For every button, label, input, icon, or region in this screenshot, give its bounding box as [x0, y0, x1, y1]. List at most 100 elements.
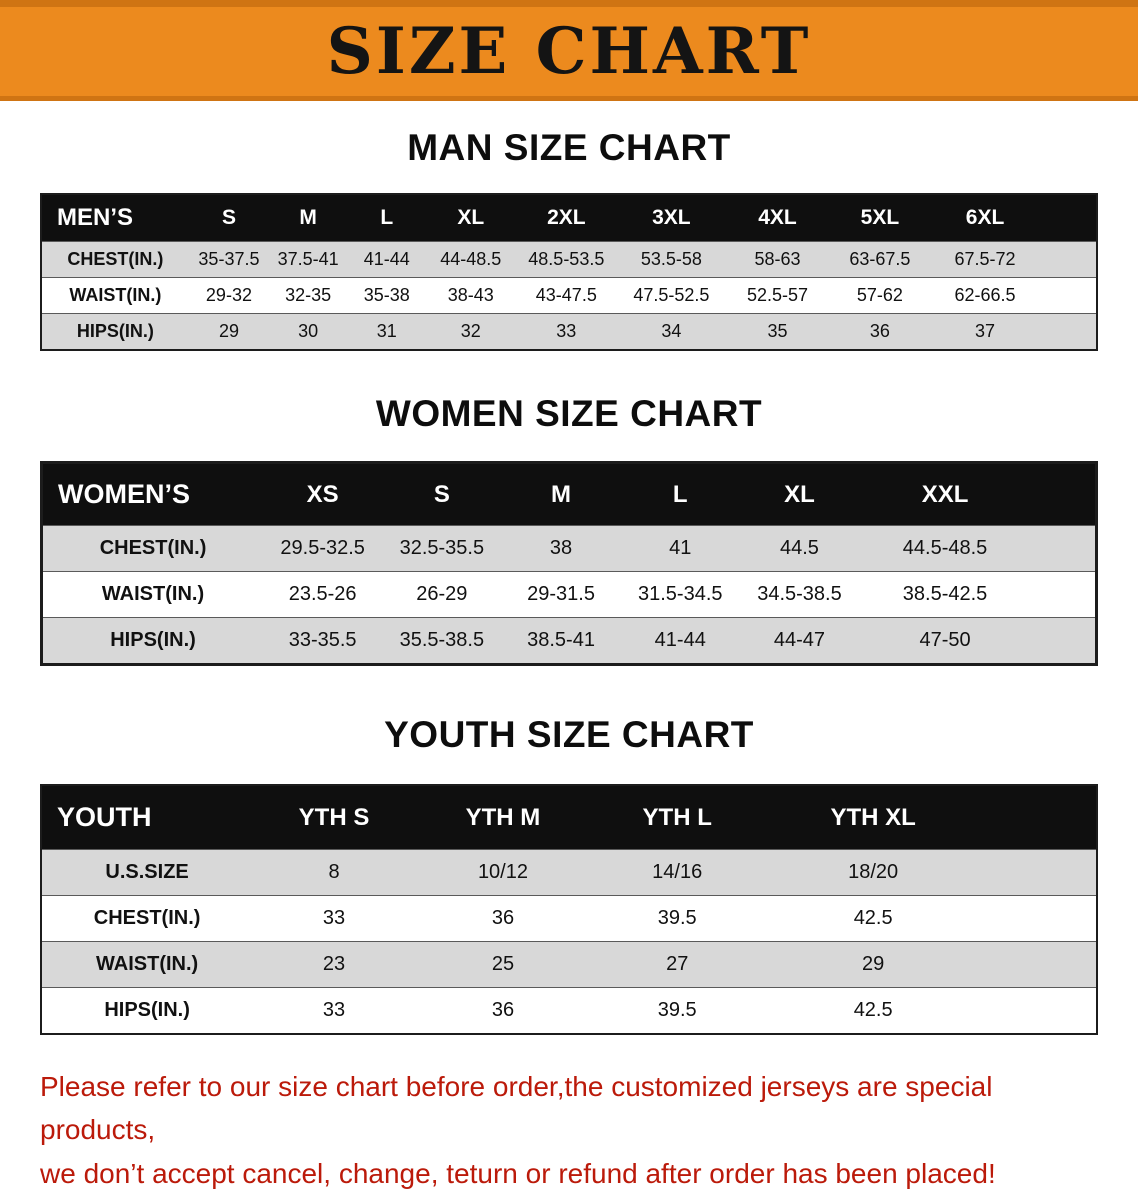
- size-value: 23.5-26: [288, 583, 357, 605]
- size-value: 44.5-48.5: [902, 537, 988, 559]
- column-header: YTH S: [252, 785, 416, 850]
- column-header: YTH L: [590, 785, 765, 850]
- column-header: L: [347, 194, 427, 242]
- size-value: 32-35: [285, 285, 332, 305]
- table-row: U.S.SIZE 8 10/12 14/16 18/20: [41, 849, 1097, 896]
- header-row: MEN’S S M L XL 2XL 3XL 4XL 5XL 6XL: [41, 194, 1097, 242]
- size-value: 36: [491, 907, 515, 929]
- table-row: CHEST(IN.) 35-37.5 37.5-41 41-44 44-48.5 48.5…: [41, 241, 1097, 278]
- header-row: WOMEN’S XS S M L XL XXL: [41, 462, 1097, 526]
- size-value: 8: [328, 861, 340, 883]
- row-label: WAIST(IN.): [69, 285, 162, 305]
- size-value: 33: [322, 907, 346, 929]
- column-header: L: [620, 462, 740, 526]
- row-label: WAIST(IN.): [101, 583, 205, 605]
- size-value: 36: [491, 999, 515, 1021]
- size-value: 37: [975, 321, 996, 341]
- column-header: XXL: [859, 462, 1097, 526]
- size-value: 44.5: [779, 537, 819, 559]
- size-value: 41: [669, 537, 692, 559]
- row-label: WAIST(IN.): [95, 953, 199, 975]
- size-value: 47.5-52.5: [633, 285, 710, 305]
- size-value: 31: [376, 321, 397, 341]
- table-row: WAIST(IN.) 23.5-26 26-29 29-31.5 31.5-34.5 34…: [41, 571, 1097, 618]
- size-value: 48.5-53.5: [528, 249, 605, 269]
- size-value: 63-67.5: [849, 249, 911, 269]
- row-label: U.S.SIZE: [105, 861, 189, 883]
- size-value: 39.5: [657, 999, 697, 1021]
- disclaimer-line-1: Please refer to our size chart before or…: [40, 1071, 993, 1146]
- column-header: XL: [426, 194, 516, 242]
- size-value: 32: [460, 321, 481, 341]
- women-section: WOMEN SIZE CHART WOMEN’S XS S M L XL XXL CHEST(I…: [40, 393, 1098, 666]
- women-heading: WOMEN SIZE CHART: [375, 393, 763, 434]
- column-header: YTH M: [415, 785, 591, 850]
- size-value: 38: [549, 537, 573, 559]
- column-header: 2XL: [515, 194, 618, 242]
- size-value: 44-47: [773, 629, 826, 651]
- size-value: 38.5-41: [527, 629, 595, 651]
- size-value: 53.5-58: [640, 249, 702, 269]
- size-value: 38.5-42.5: [902, 583, 988, 605]
- size-chart-banner: SIZE CHART: [0, 0, 1138, 101]
- table-row: HIPS(IN.) 33 36 39.5 42.5: [41, 987, 1097, 1034]
- size-value: 39.5: [657, 907, 697, 929]
- size-value: 30: [298, 321, 319, 341]
- size-value: 18/20: [848, 861, 899, 883]
- size-value: 37.5-41: [277, 249, 339, 269]
- table-row: CHEST(IN.) 29.5-32.5 32.5-35.5 38 41 44.5 44.5…: [41, 525, 1097, 572]
- size-value: 41-44: [363, 249, 410, 269]
- size-value: 27: [666, 953, 689, 975]
- column-header: S: [382, 462, 502, 526]
- youth-section: YOUTH SIZE CHART YOUTH YTH S YTH M YTH L YTH …: [40, 714, 1098, 1035]
- size-value: 31.5-34.5: [638, 583, 723, 605]
- column-header: 4XL: [725, 194, 830, 242]
- size-value: 47-50: [919, 629, 971, 651]
- size-value: 26-29: [416, 583, 468, 605]
- size-value: 62-66.5: [954, 285, 1016, 305]
- row-label: HIPS(IN.): [104, 999, 190, 1021]
- size-value: 29: [862, 953, 885, 975]
- size-value: 35-37.5: [198, 249, 260, 269]
- row-label: HIPS(IN.): [76, 321, 154, 341]
- size-value: 52.5-57: [746, 285, 809, 305]
- size-value: 57-62: [856, 285, 903, 305]
- table-row: CHEST(IN.) 33 36 39.5 42.5: [41, 895, 1097, 942]
- size-value: 58-63: [754, 249, 801, 269]
- men-section: MAN SIZE CHART MEN’S S M L XL 2XL 3XL 4XL 5XL 6XL C…: [40, 127, 1098, 351]
- size-value: 44-48.5: [440, 249, 502, 269]
- column-header: S: [188, 194, 270, 242]
- table-row: HIPS(IN.) 29 30 31 32 33 34 35 36 37: [41, 313, 1097, 350]
- size-value: 43-47.5: [535, 285, 597, 305]
- column-header: M: [269, 194, 348, 242]
- size-value: 14/16: [652, 861, 703, 883]
- men-table: MEN’S S M L XL 2XL 3XL 4XL 5XL 6XL CHEST(IN.) 35-37…: [40, 193, 1098, 351]
- table-row: WAIST(IN.) 23 25 27 29: [41, 941, 1097, 988]
- size-value: 42.5: [853, 907, 893, 929]
- size-value: 32.5-35.5: [399, 537, 485, 559]
- size-value: 38-43: [447, 285, 494, 305]
- table-row: HIPS(IN.) 33-35.5 35.5-38.5 38.5-41 41-44 44-…: [41, 617, 1097, 665]
- column-header: XL: [739, 462, 860, 526]
- size-value: 29-31.5: [527, 583, 595, 605]
- men-heading: MAN SIZE CHART: [407, 127, 731, 168]
- size-value: 34.5-38.5: [757, 583, 842, 605]
- row-label: CHEST(IN.): [93, 907, 201, 929]
- size-value: 42.5: [853, 999, 893, 1021]
- row-label: CHEST(IN.): [67, 249, 164, 269]
- women-table: WOMEN’S XS S M L XL XXL CHEST(IN.) 29.5-32.5 32.5…: [40, 461, 1098, 666]
- table-row: WAIST(IN.) 29-32 32-35 35-38 38-43 43-47.5 47.…: [41, 277, 1097, 314]
- size-chart-title: SIZE CHART: [326, 13, 812, 89]
- disclaimer-line-2: we don’t accept cancel, change, teturn o…: [40, 1157, 996, 1189]
- youth-heading: YOUTH SIZE CHART: [384, 714, 754, 755]
- column-header: 5XL: [829, 194, 931, 242]
- size-value: 29-32: [205, 285, 252, 305]
- header-row: YOUTH YTH S YTH M YTH L YTH XL: [41, 785, 1097, 850]
- row-label: HIPS(IN.): [110, 629, 196, 651]
- row-label: CHEST(IN.): [99, 537, 207, 559]
- disclaimer: Please refer to our size chart before or…: [40, 1065, 1098, 1195]
- size-value: 34: [661, 321, 682, 341]
- column-header: M: [501, 462, 621, 526]
- size-value: 29.5-32.5: [280, 537, 365, 559]
- size-value: 33: [322, 999, 346, 1021]
